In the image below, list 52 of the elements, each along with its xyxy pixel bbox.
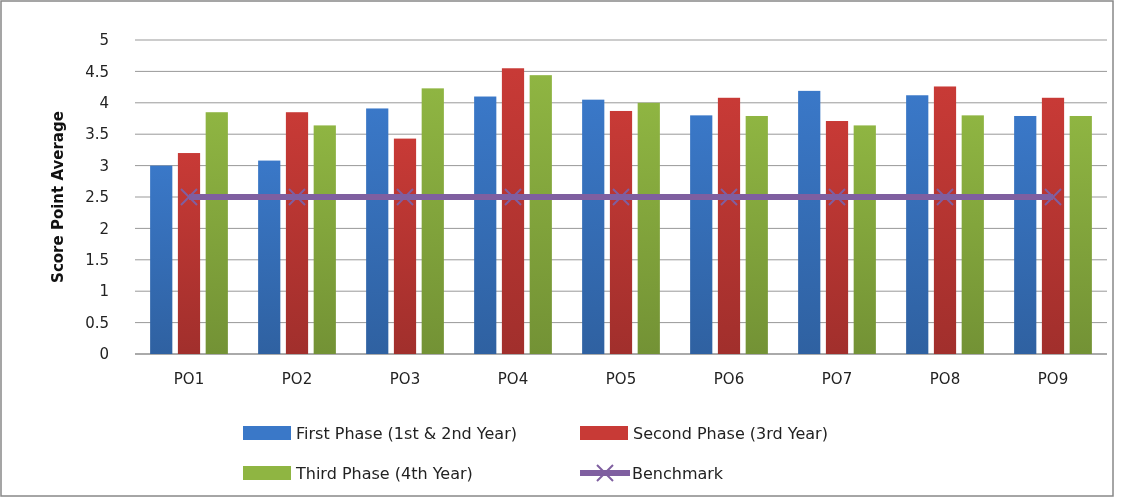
bar — [474, 96, 497, 354]
bar — [853, 125, 876, 354]
bar — [637, 102, 660, 354]
bar — [150, 165, 173, 354]
bar — [501, 68, 525, 354]
bar — [366, 108, 389, 354]
y-tick-label: 2 — [99, 219, 109, 238]
y-tick-label: 3.5 — [85, 125, 109, 144]
x-tick-label: PO3 — [389, 370, 421, 388]
bar — [1041, 97, 1065, 354]
bar — [745, 115, 768, 354]
x-tick-label: PO7 — [821, 370, 853, 388]
bar — [825, 121, 849, 354]
bar — [690, 115, 713, 354]
bar — [529, 75, 552, 354]
bar — [1014, 115, 1037, 354]
y-tick-label: 0 — [99, 345, 109, 364]
bar — [285, 112, 309, 354]
x-tick-label: PO2 — [281, 370, 313, 388]
y-tick-label: 5 — [99, 31, 109, 50]
bar — [205, 112, 228, 354]
y-tick-label: 2.5 — [85, 188, 109, 207]
bar — [393, 138, 417, 354]
y-tick-label: 0.5 — [85, 313, 109, 332]
y-tick-label: 4.5 — [85, 62, 109, 81]
bar — [1069, 115, 1092, 354]
y-tick-label: 3 — [99, 156, 109, 175]
x-tick-label: PO4 — [497, 370, 529, 388]
bar — [798, 90, 821, 354]
legend-label: First Phase (1st & 2nd Year) — [296, 423, 517, 443]
bar — [906, 95, 929, 354]
legend-label: Second Phase (3rd Year) — [633, 423, 828, 443]
bar — [609, 110, 633, 354]
x-tick-label: PO5 — [605, 370, 637, 388]
x-tick-label: PO6 — [713, 370, 745, 388]
bar — [258, 160, 281, 354]
legend-label: Third Phase (4th Year) — [295, 463, 473, 483]
bar — [313, 125, 336, 354]
y-tick-label: 1 — [99, 282, 109, 301]
x-tick-label: PO9 — [1037, 370, 1069, 388]
bar — [961, 115, 984, 354]
y-tick-label: 4 — [99, 94, 109, 113]
x-tick-label: PO8 — [929, 370, 961, 388]
y-tick-label: 1.5 — [85, 251, 109, 270]
bar — [177, 153, 201, 354]
x-tick-label: PO1 — [173, 370, 205, 388]
legend-label: Benchmark — [632, 463, 724, 483]
bar — [421, 88, 444, 354]
bar — [582, 99, 605, 354]
bar — [933, 86, 957, 354]
y-axis-title: Score Point Average — [49, 111, 67, 283]
bar — [717, 97, 741, 354]
